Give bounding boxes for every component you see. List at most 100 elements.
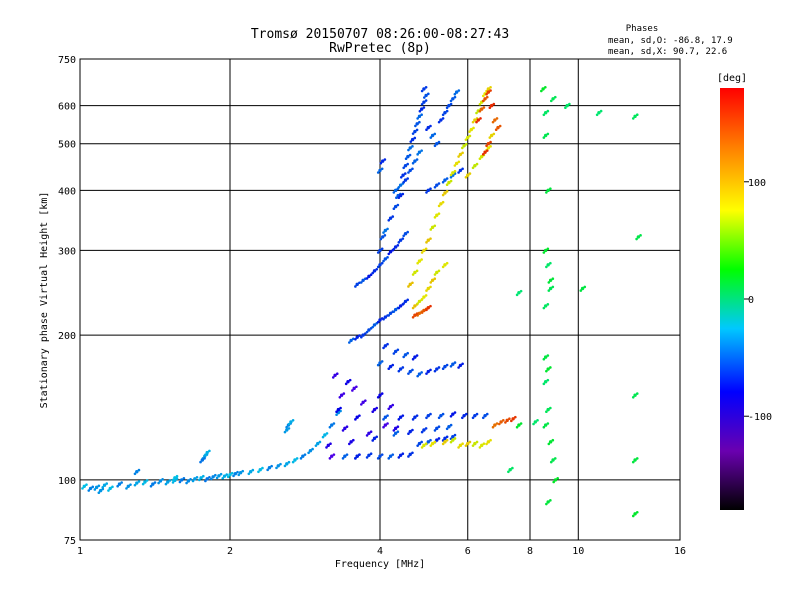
data-point	[413, 129, 417, 134]
colorbar-label: [deg]	[717, 73, 747, 84]
data-point	[549, 499, 552, 502]
data-point	[396, 244, 400, 247]
data-point	[287, 460, 291, 464]
data-point	[411, 428, 414, 432]
data-point	[543, 304, 548, 308]
data-point	[458, 152, 463, 157]
data-point	[464, 444, 468, 447]
data-point	[415, 269, 419, 273]
data-point	[403, 231, 408, 236]
data-point	[420, 149, 423, 152]
data-point	[488, 136, 492, 139]
data-point	[552, 480, 555, 484]
x-axis-label: Frequency [MHz]	[335, 559, 425, 570]
data-point	[291, 419, 295, 422]
data-point	[116, 484, 119, 488]
data-point	[251, 468, 255, 472]
data-point	[429, 228, 433, 231]
data-point	[426, 306, 430, 310]
data-point	[248, 470, 253, 474]
data-point	[427, 92, 430, 96]
data-point	[420, 258, 423, 261]
data-point	[546, 303, 550, 306]
legend-line-o: mean, sd,O: -86.8, 17.9	[608, 36, 733, 46]
data-point	[125, 487, 128, 490]
data-point	[137, 468, 141, 472]
data-point	[545, 502, 548, 506]
chart-subtitle: RwPretec (8p)	[329, 41, 431, 56]
data-point	[403, 299, 408, 304]
data-point	[483, 150, 487, 154]
data-point	[417, 150, 422, 154]
data-point	[323, 433, 327, 437]
data-point	[480, 107, 484, 111]
data-point	[547, 281, 551, 284]
data-point	[408, 153, 412, 157]
data-point	[397, 196, 401, 200]
data-point	[461, 362, 464, 366]
data-point	[425, 241, 428, 244]
data-point	[461, 442, 464, 446]
data-point	[551, 438, 555, 442]
data-point	[291, 460, 295, 464]
data-point	[433, 224, 437, 228]
data-point	[424, 442, 428, 446]
data-point	[553, 457, 557, 460]
y-tick-label: 300	[58, 246, 76, 257]
data-point	[391, 453, 395, 456]
data-point	[283, 430, 287, 434]
data-point	[307, 451, 310, 455]
data-point	[416, 374, 419, 378]
data-point	[631, 117, 635, 120]
data-point	[367, 453, 371, 458]
data-point	[406, 298, 409, 302]
data-point	[276, 464, 280, 468]
data-point	[406, 230, 409, 234]
data-point	[388, 216, 393, 220]
data-point	[349, 440, 353, 444]
data-point	[551, 97, 555, 101]
data-point	[81, 487, 84, 490]
data-point	[542, 113, 546, 117]
data-point	[386, 256, 389, 259]
data-point	[329, 442, 332, 446]
data-point	[542, 251, 546, 254]
data-point	[507, 470, 510, 474]
data-point	[551, 458, 555, 462]
data-point	[332, 422, 336, 425]
data-point	[430, 133, 435, 138]
data-point	[433, 144, 437, 148]
data-point	[378, 263, 382, 267]
data-point	[631, 396, 635, 399]
data-point	[393, 204, 398, 209]
data-point	[429, 438, 432, 442]
data-point	[168, 479, 172, 482]
data-point	[468, 130, 471, 133]
data-point	[214, 473, 217, 477]
data-point	[423, 96, 426, 99]
data-point	[191, 479, 195, 483]
data-point	[411, 451, 414, 455]
data-point	[549, 187, 552, 191]
data-point	[398, 453, 403, 458]
data-point	[482, 106, 486, 109]
x-tick-label: 2	[227, 546, 233, 557]
data-point	[358, 334, 361, 337]
y-tick-label: 750	[58, 55, 76, 66]
data-point	[335, 413, 338, 417]
data-point	[502, 419, 505, 422]
data-point	[258, 468, 262, 472]
data-point	[215, 476, 219, 480]
data-point	[417, 114, 422, 119]
data-point	[437, 212, 441, 215]
data-point	[489, 89, 492, 92]
data-point	[236, 470, 239, 474]
data-point	[93, 488, 97, 491]
data-point	[465, 412, 468, 416]
data-point	[495, 422, 499, 425]
data-point	[332, 453, 336, 456]
y-tick-label: 75	[64, 536, 76, 547]
data-point	[494, 128, 498, 132]
data-point	[517, 423, 521, 427]
